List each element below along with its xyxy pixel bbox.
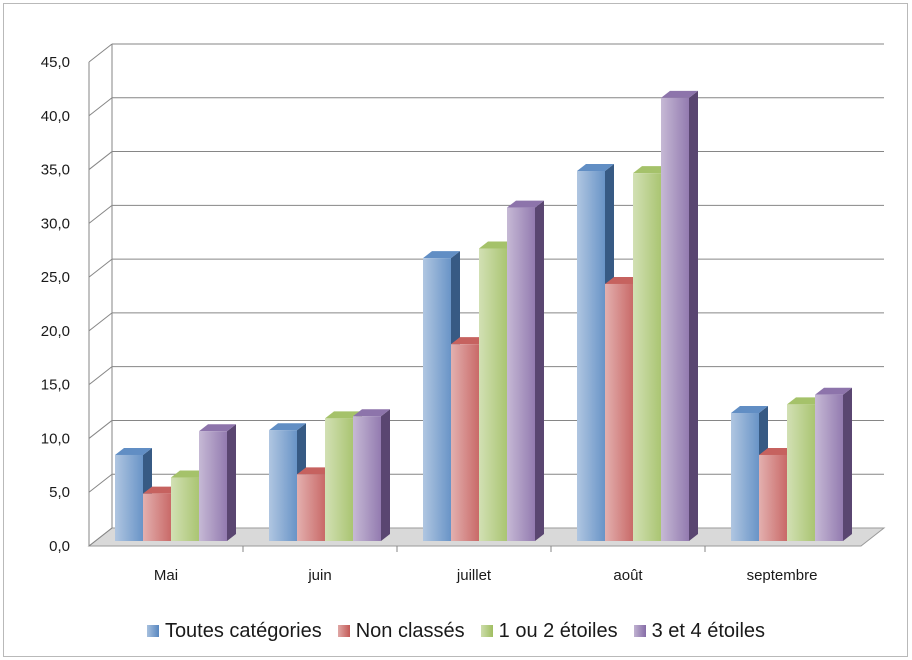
- y-tick-label: 15,0: [41, 377, 70, 394]
- gridline-depth-tick: [88, 258, 113, 278]
- x-category-label: Mai: [154, 567, 178, 584]
- x-category-label: septembre: [747, 567, 818, 584]
- legend: Toutes catégories Non classés 1 ou 2 étoil…: [0, 617, 912, 645]
- gridline-depth-tick: [88, 366, 113, 386]
- bar-septembre-4: [815, 387, 852, 541]
- gridline-depth-tick: [88, 97, 113, 117]
- bar-top: [787, 397, 824, 405]
- bar-front: [199, 431, 227, 541]
- bar-front: [479, 248, 507, 541]
- bar-front: [577, 171, 605, 541]
- gridline-depth-tick: [88, 473, 113, 493]
- gridline-depth-tick: [88, 204, 113, 224]
- bar-juillet-4: [507, 200, 544, 542]
- bar-front: [759, 454, 787, 541]
- y-tick-label: 40,0: [41, 108, 70, 125]
- y-axis: [88, 44, 706, 552]
- bar-top: [325, 411, 362, 419]
- bar-juin-4: [353, 409, 390, 541]
- legend-swatch: [146, 625, 159, 637]
- legend-label: 1 ou 2 étoiles: [498, 619, 618, 642]
- bar-top: [507, 200, 544, 208]
- bar-top: [661, 90, 698, 98]
- bar-front: [423, 258, 451, 541]
- bar-Mai-4: [199, 424, 236, 541]
- bar-front: [451, 344, 479, 541]
- bar-top: [479, 241, 516, 249]
- bar-side: [227, 424, 236, 541]
- bar-top: [731, 406, 768, 414]
- bar-side: [689, 90, 698, 542]
- legend-swatch: [337, 625, 350, 637]
- gridline-depth-tick: [88, 151, 113, 170]
- bar-front: [731, 413, 759, 541]
- bar-side: [535, 200, 544, 542]
- legend-swatch: [633, 625, 646, 637]
- bar-top: [143, 486, 180, 494]
- legend-swatch: [480, 625, 493, 637]
- bar-top: [423, 251, 460, 259]
- legend-label: Toutes catégories: [164, 619, 322, 642]
- bar-front: [787, 404, 815, 541]
- bar-front: [605, 283, 633, 541]
- bar-top: [115, 447, 152, 455]
- bar-top: [171, 470, 208, 478]
- bar-top: [297, 467, 334, 475]
- bar-top: [633, 166, 670, 174]
- bar-front: [269, 430, 297, 541]
- x-category-label: juin: [307, 567, 331, 584]
- bar-front: [143, 493, 171, 541]
- y-tick-label: 20,0: [41, 323, 70, 340]
- bar-front: [171, 477, 199, 541]
- legend-item: 3 et 4 étoiles: [633, 619, 766, 643]
- bar-top: [759, 447, 796, 455]
- bar-top: [353, 409, 390, 417]
- bar-top: [815, 387, 852, 395]
- bar-top: [605, 276, 642, 284]
- bar-top: [577, 164, 614, 172]
- y-tick-label: 0,0: [49, 538, 70, 555]
- y-tick-label: 10,0: [41, 430, 70, 447]
- y-tick-label: 45,0: [41, 54, 70, 71]
- bar-top: [199, 424, 236, 432]
- bars: [115, 90, 852, 542]
- bar-side: [381, 409, 390, 541]
- y-tick-label: 25,0: [41, 269, 70, 286]
- x-category-label: juillet: [456, 567, 492, 584]
- bar-front: [661, 97, 689, 542]
- legend-item: 1 ou 2 étoiles: [480, 619, 618, 643]
- gridline-depth-tick: [88, 420, 113, 439]
- x-category-labels: Mai juin juillet août septembre: [154, 567, 818, 584]
- y-tick-labels: 0,0 5,0 10,0 15,0 20,0 25,0 30,0 35,0 40,0 45,0: [41, 54, 70, 555]
- y-tick-label: 30,0: [41, 215, 70, 232]
- bar-top: [269, 423, 306, 431]
- legend-label: Non classés: [355, 619, 465, 642]
- bar-front: [297, 474, 325, 541]
- legend-item: Non classés: [337, 619, 465, 643]
- y-tick-label: 5,0: [49, 484, 70, 501]
- gridline-depth-tick: [88, 527, 113, 547]
- bar-août-4: [661, 90, 698, 542]
- legend-item: Toutes catégories: [146, 619, 322, 643]
- bar-front: [507, 207, 535, 542]
- bar-top: [451, 337, 488, 345]
- gridline-depth-tick: [88, 312, 113, 332]
- bar-front: [633, 173, 661, 541]
- y-tick-label: 35,0: [41, 162, 70, 179]
- bar-side: [843, 387, 852, 541]
- legend-label: 3 et 4 étoiles: [651, 619, 766, 642]
- bar-front: [815, 394, 843, 541]
- bar-front: [353, 416, 381, 541]
- x-category-label: août: [613, 567, 643, 584]
- bar-front: [325, 418, 353, 541]
- gridline-depth-tick: [88, 43, 113, 63]
- bar-front: [115, 454, 143, 541]
